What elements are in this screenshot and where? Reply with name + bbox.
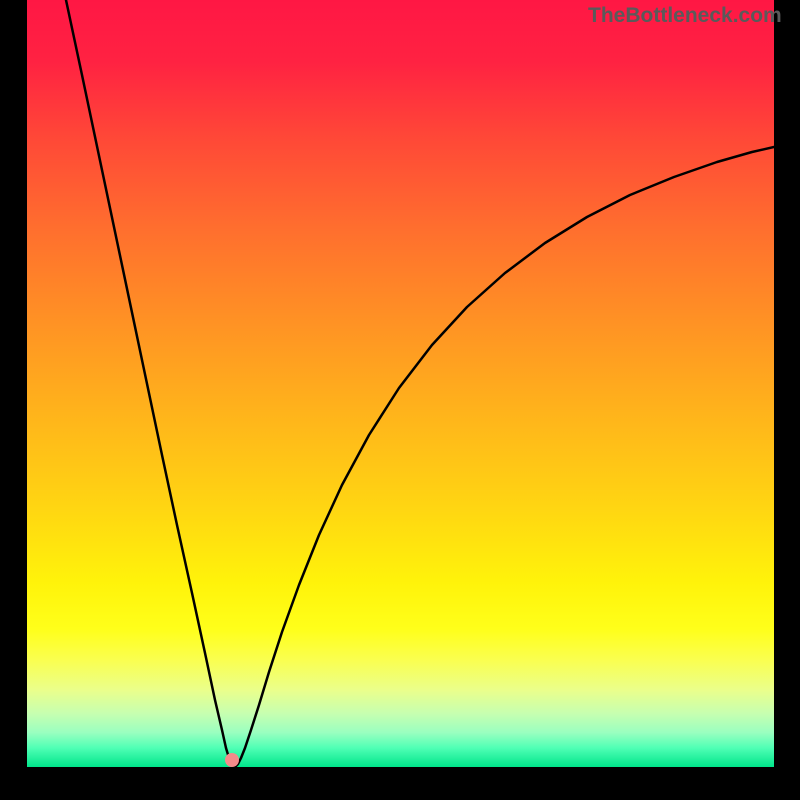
optimum-marker: [225, 753, 239, 767]
chart-container: TheBottleneck.com: [0, 0, 800, 800]
watermark-label: TheBottleneck.com: [588, 4, 782, 28]
bottleneck-curve: [27, 0, 774, 767]
plot-area: [27, 0, 774, 767]
